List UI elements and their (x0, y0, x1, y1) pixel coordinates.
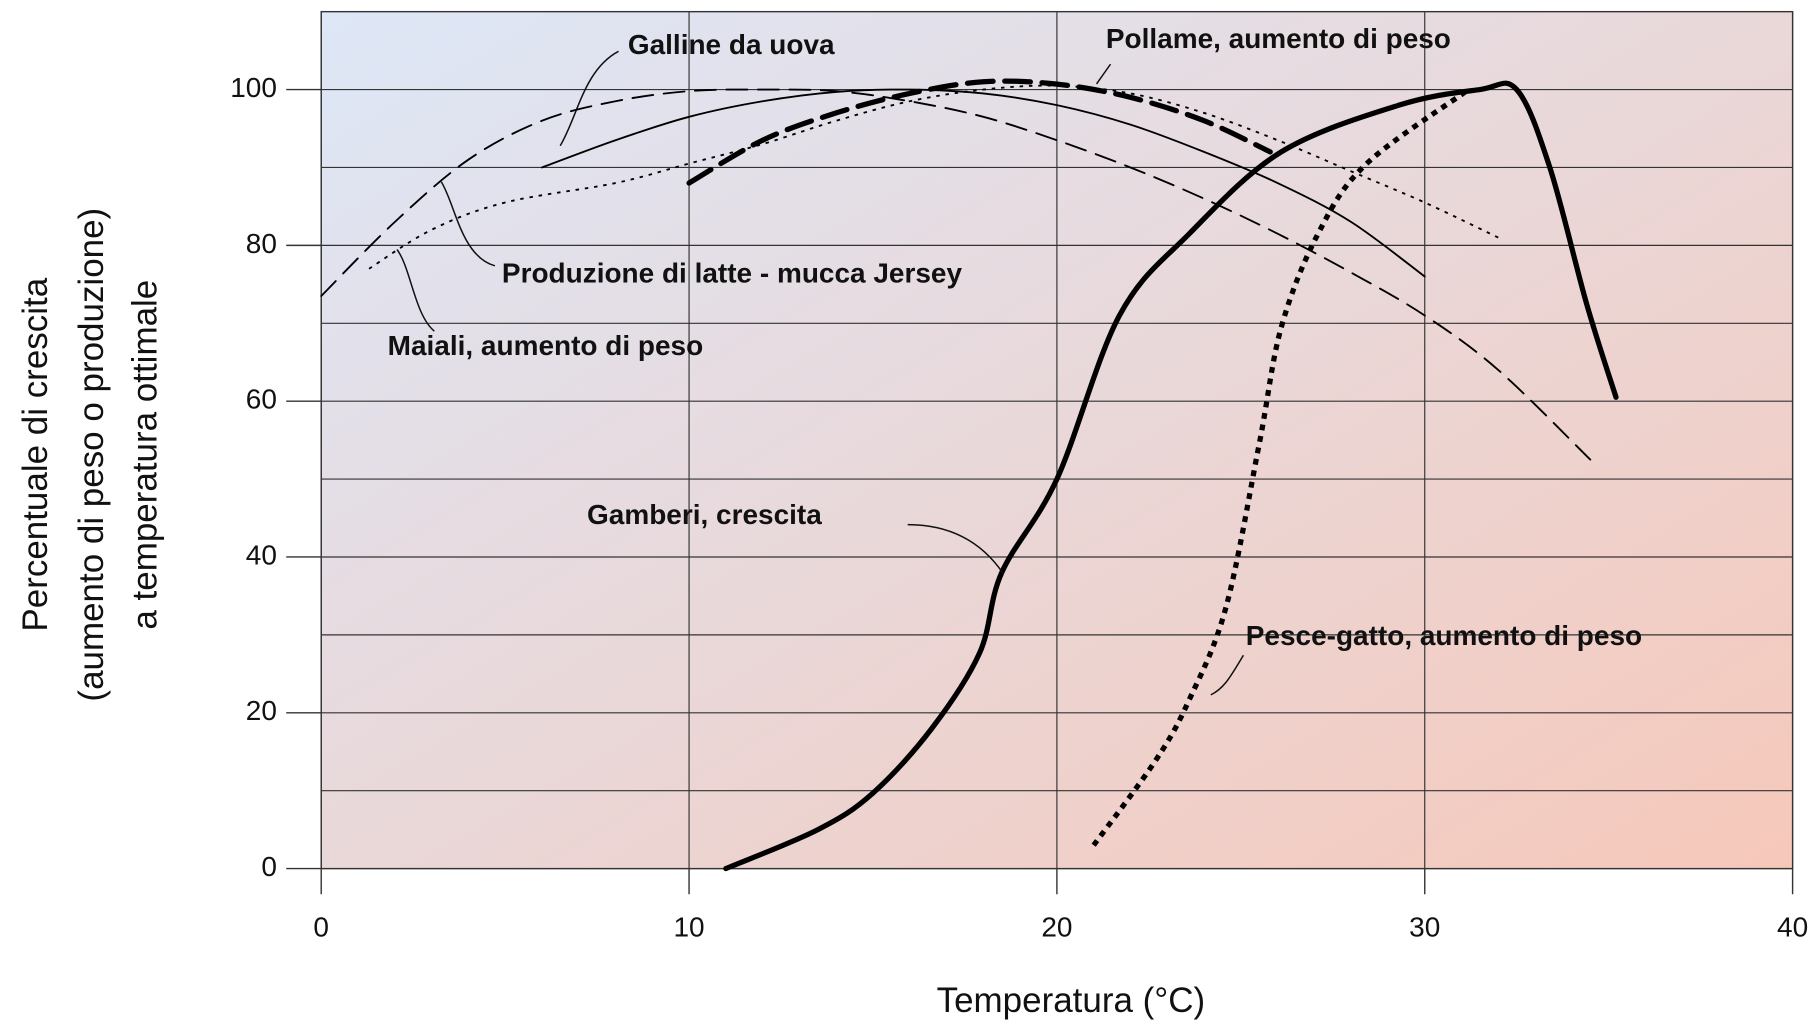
series-line (723, 80, 1619, 872)
series-label: Pollame, aumento di peso (1106, 23, 1451, 54)
x-tick-label: 10 (673, 912, 704, 943)
series-label: Pesce-gatto, aumento di peso (1246, 620, 1642, 651)
series-line (368, 84, 1499, 270)
x-tick-label: 40 (1777, 912, 1808, 943)
series-label: Gamberi, crescita (587, 499, 822, 530)
x-axis-label: Temperatura (°C) (937, 981, 1206, 1020)
series-line (320, 88, 1592, 461)
y-axis-label: a temperatura ottimale (126, 280, 165, 630)
series-label: Produzione di latte - mucca Jersey (502, 258, 963, 289)
y-tick-label: 80 (246, 228, 277, 259)
annotation-leader (396, 249, 435, 332)
y-tick-label: 100 (230, 72, 277, 103)
annotation-leader (1095, 63, 1112, 85)
x-tick-label: 20 (1041, 912, 1072, 943)
y-axis-label: Percentuale di crescita (16, 277, 55, 631)
series-line (540, 88, 1426, 278)
annotation-leader (440, 181, 496, 267)
series-label: Galline da uova (628, 29, 835, 60)
series-label: Maiali, aumento di peso (388, 330, 703, 361)
plot-border (320, 10, 1794, 870)
y-axis-label: (aumento di peso o produzione) (72, 208, 111, 702)
x-tick-label: 30 (1409, 912, 1440, 943)
series-line (686, 78, 1273, 186)
x-tick-label: 0 (313, 912, 329, 943)
annotation-leader (907, 523, 1004, 575)
y-tick-label: 20 (246, 695, 277, 726)
y-tick-label: 60 (246, 384, 277, 415)
y-tick-label: 0 (261, 851, 277, 882)
y-tick-label: 40 (246, 539, 277, 570)
annotation-leader (1210, 654, 1245, 696)
series-line (1091, 89, 1467, 847)
annotation-leader (559, 50, 619, 147)
